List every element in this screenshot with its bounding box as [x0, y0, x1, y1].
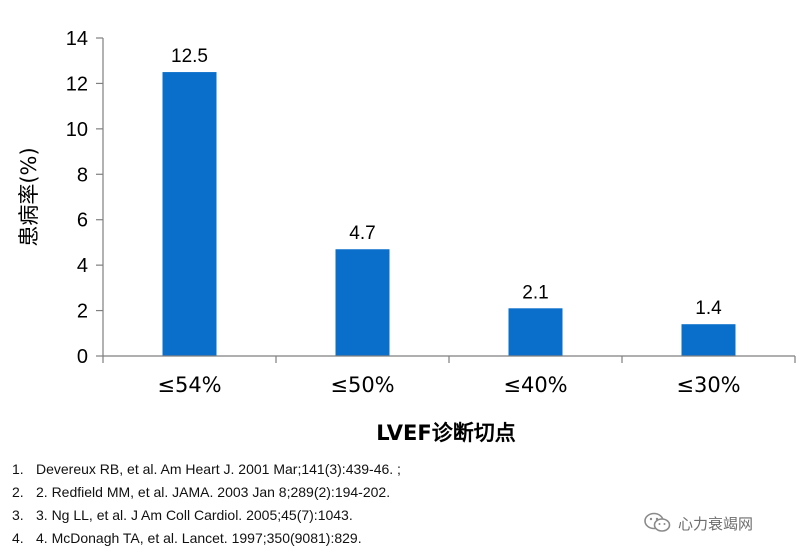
reference-number: 3.: [12, 507, 24, 523]
bar-value-label: 4.7: [349, 223, 375, 244]
reference-item: 4. 4. McDonagh TA, et al. Lancet. 1997;35…: [12, 527, 401, 550]
y-axis-ticks: 0 2 4 6 8 10 12 14: [66, 28, 103, 368]
x-axis-title: LVEF诊断切点: [376, 421, 515, 445]
reference-text: 3. Ng LL, et al. J Am Coll Cardiol. 2005…: [36, 507, 353, 523]
watermark: 心力衰竭网: [644, 512, 753, 534]
references-list: 1. Devereux RB, et al. Am Heart J. 2001 M…: [12, 458, 401, 550]
bar-value-label: 1.4: [695, 298, 722, 319]
y-tick-label: 2: [77, 301, 88, 323]
y-tick-label: 8: [77, 164, 88, 186]
bar-value-label: 2.1: [522, 282, 548, 303]
x-tick-label: ≤54%: [157, 373, 221, 397]
reference-text: Devereux RB, et al. Am Heart J. 2001 Mar…: [36, 461, 401, 477]
bars: 12.5 4.7 2.1 1.4: [162, 46, 736, 357]
x-tick-label: ≤50%: [330, 373, 394, 397]
reference-text: 4. McDonagh TA, et al. Lancet. 1997;350(…: [36, 530, 362, 546]
reference-item: 2. 2. Redfield MM, et al. JAMA. 2003 Jan …: [12, 481, 401, 504]
reference-number: 2.: [12, 484, 24, 500]
bar-chart: 0 2 4 6 8 10 12 14 12.5 4.7 2.1 1.4 ≤54% ≤50% ≤40% ≤3…: [17, 28, 796, 445]
watermark-text: 心力衰竭网: [678, 514, 754, 533]
reference-number: 1.: [12, 461, 24, 477]
bar: [681, 324, 736, 356]
wechat-logo-icon: [644, 512, 671, 532]
y-tick-label: 6: [77, 210, 88, 232]
y-tick-label: 14: [66, 28, 88, 50]
y-tick-label: 4: [77, 255, 88, 277]
bar-value-label: 12.5: [171, 46, 208, 67]
reference-text: 2. Redfield MM, et al. JAMA. 2003 Jan 8;…: [36, 484, 391, 500]
y-tick-label: 10: [66, 119, 88, 141]
bar: [335, 249, 390, 356]
y-axis-title: 患病率(%): [17, 147, 41, 246]
y-tick-label: 0: [77, 346, 88, 368]
reference-number: 4.: [12, 530, 24, 546]
y-tick-label: 12: [66, 73, 88, 95]
bar: [162, 72, 217, 357]
x-tick-label: ≤30%: [676, 373, 740, 397]
bar: [508, 308, 563, 356]
reference-item: 3. 3. Ng LL, et al. J Am Coll Cardiol. 20…: [12, 504, 401, 527]
x-axis-ticks: ≤54% ≤50% ≤40% ≤30%: [102, 356, 796, 397]
reference-item: 1. Devereux RB, et al. Am Heart J. 2001 M…: [12, 458, 401, 481]
x-tick-label: ≤40%: [503, 373, 567, 397]
